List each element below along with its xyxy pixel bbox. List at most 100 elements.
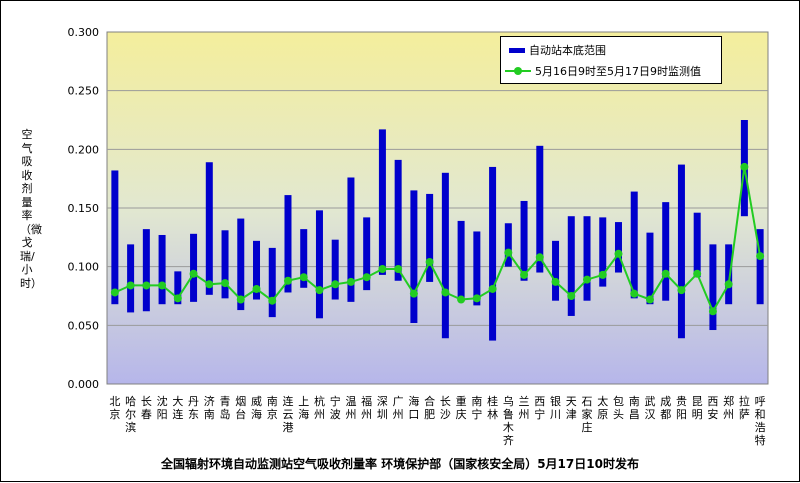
data-point — [551, 277, 560, 286]
range-bar — [127, 244, 135, 313]
x-tick-label: 大连 — [172, 394, 183, 421]
x-tick-label: 石家庄 — [582, 395, 593, 434]
legend-label-range: 自动站本底范围 — [529, 44, 606, 57]
range-bar — [347, 177, 355, 302]
range-bar — [677, 164, 685, 339]
data-point — [598, 270, 607, 279]
x-tick-label: 成都 — [660, 395, 671, 421]
data-point — [724, 280, 733, 289]
range-bar — [378, 129, 386, 275]
data-point — [520, 270, 529, 279]
x-tick-label: 南宁 — [471, 395, 482, 421]
range-bar — [756, 229, 764, 305]
x-tick-label: 包头 — [613, 395, 624, 421]
legend-item-line: 5月16日9时至5月17日9时监测值 — [501, 63, 701, 79]
y-tick-label: 0.150 — [68, 202, 100, 215]
data-point — [409, 289, 418, 298]
data-point — [645, 295, 654, 304]
data-point — [142, 281, 151, 290]
range-bar — [614, 222, 622, 273]
data-point — [567, 292, 576, 300]
range-bar — [583, 216, 591, 301]
x-tick-label: 乌鲁木齐 — [503, 394, 514, 447]
x-tick-label: 合肥 — [424, 394, 435, 421]
data-point — [299, 273, 308, 282]
x-tick-label: 郑州 — [723, 394, 734, 421]
x-tick-label: 天津 — [566, 395, 577, 421]
range-bar — [536, 145, 544, 273]
x-tick-label: 青岛 — [220, 395, 231, 421]
data-point — [189, 269, 198, 278]
x-tick-label: 西安 — [707, 395, 718, 421]
x-tick-label: 太原 — [597, 395, 608, 421]
data-point — [283, 276, 292, 285]
range-bar — [599, 217, 607, 287]
x-tick-label: 哈尔滨 — [125, 395, 136, 434]
data-point — [425, 257, 434, 266]
y-tick-label: 0.050 — [68, 319, 100, 332]
data-point — [583, 275, 592, 284]
data-point — [346, 277, 355, 286]
x-tick-label: 长春 — [141, 395, 152, 421]
data-point — [472, 294, 481, 303]
x-tick-label: 桂林 — [487, 394, 498, 421]
x-tick-label: 南京 — [267, 395, 278, 421]
data-point — [740, 162, 749, 171]
grid-lines — [107, 90, 768, 326]
range-bar — [253, 240, 261, 300]
x-tick-label: 南昌 — [629, 395, 640, 421]
y-tick-label: 0.000 — [68, 378, 100, 391]
range-bar — [630, 191, 638, 299]
x-tick-label: 宁波 — [330, 394, 341, 421]
range-bar — [473, 231, 481, 306]
x-tick-label: 烟台 — [235, 394, 246, 421]
x-tick-label: 拉萨 — [739, 394, 750, 421]
range-bar — [221, 230, 229, 299]
x-tick-label: 丹东 — [188, 395, 199, 421]
data-point — [756, 252, 765, 261]
range-bar — [237, 218, 245, 311]
range-bar — [410, 190, 418, 323]
x-tick-label: 兰州 — [519, 395, 530, 421]
y-tick-label: 0.250 — [68, 85, 100, 98]
x-tick-label: 昆明 — [692, 395, 703, 421]
data-point — [378, 265, 387, 274]
range-bar — [142, 229, 150, 312]
x-tick-label: 温州 — [345, 395, 356, 421]
range-bar — [567, 216, 575, 316]
range-bar — [709, 244, 717, 331]
data-point — [693, 269, 702, 278]
range-bar — [489, 166, 497, 341]
x-tick-label: 杭州 — [314, 394, 325, 421]
x-tick-label: 海口 — [408, 394, 419, 421]
range-bar — [520, 200, 528, 281]
x-tick-label: 贵阳 — [676, 395, 687, 421]
range-bar — [284, 195, 292, 293]
data-point — [441, 288, 450, 297]
y-axis-ticks: 0.000 0.050 0.100 0.150 0.200 0.250 0.300 — [68, 26, 100, 391]
x-tick-label: 长沙 — [440, 395, 451, 421]
x-tick-label: 北京 — [109, 395, 120, 421]
data-point — [457, 295, 466, 304]
range-bar — [441, 172, 449, 339]
data-point — [677, 286, 686, 295]
data-point — [614, 249, 623, 258]
range-bar — [457, 220, 465, 299]
range-bar — [331, 239, 339, 300]
data-point — [126, 281, 135, 290]
range-bar — [205, 162, 213, 295]
range-bar — [693, 212, 701, 278]
data-point — [504, 248, 513, 257]
x-tick-label: 武汉 — [644, 395, 655, 421]
legend-label-line: 5月16日9时至5月17日9时监测值 — [535, 65, 701, 78]
x-tick-label: 福州 — [361, 394, 372, 421]
range-bar — [158, 234, 166, 305]
range-bar — [394, 159, 402, 281]
x-tick-label: 西宁 — [534, 395, 545, 421]
data-point — [221, 279, 230, 288]
data-point — [110, 288, 119, 297]
x-tick-label: 济南 — [204, 394, 215, 421]
data-point — [315, 286, 324, 295]
range-bar — [300, 229, 308, 288]
